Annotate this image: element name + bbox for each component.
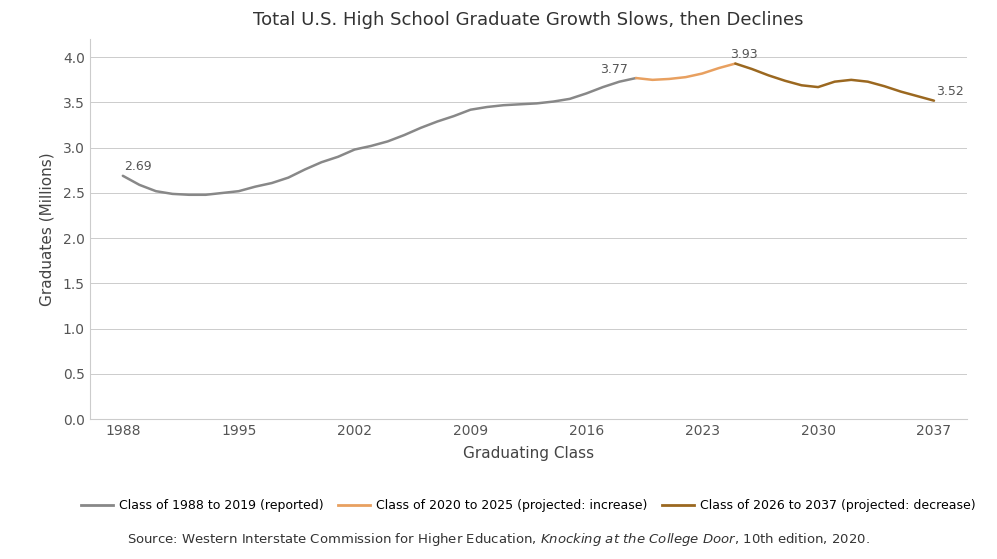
Legend: Class of 1988 to 2019 (reported), Class of 2020 to 2025 (projected: increase), C: Class of 1988 to 2019 (reported), Class …: [77, 494, 980, 517]
Title: Total U.S. High School Graduate Growth Slows, then Declines: Total U.S. High School Graduate Growth S…: [253, 11, 804, 29]
Text: Source: Western Interstate Commission for Higher Education, $\it{Knocking\ at\ t: Source: Western Interstate Commission fo…: [127, 531, 870, 548]
Text: 2.69: 2.69: [125, 160, 153, 173]
Y-axis label: Graduates (Millions): Graduates (Millions): [40, 153, 55, 306]
Text: 3.52: 3.52: [935, 85, 963, 98]
X-axis label: Graduating Class: Graduating Class: [463, 447, 594, 461]
Text: 3.93: 3.93: [731, 48, 758, 61]
Text: 3.77: 3.77: [599, 63, 627, 75]
